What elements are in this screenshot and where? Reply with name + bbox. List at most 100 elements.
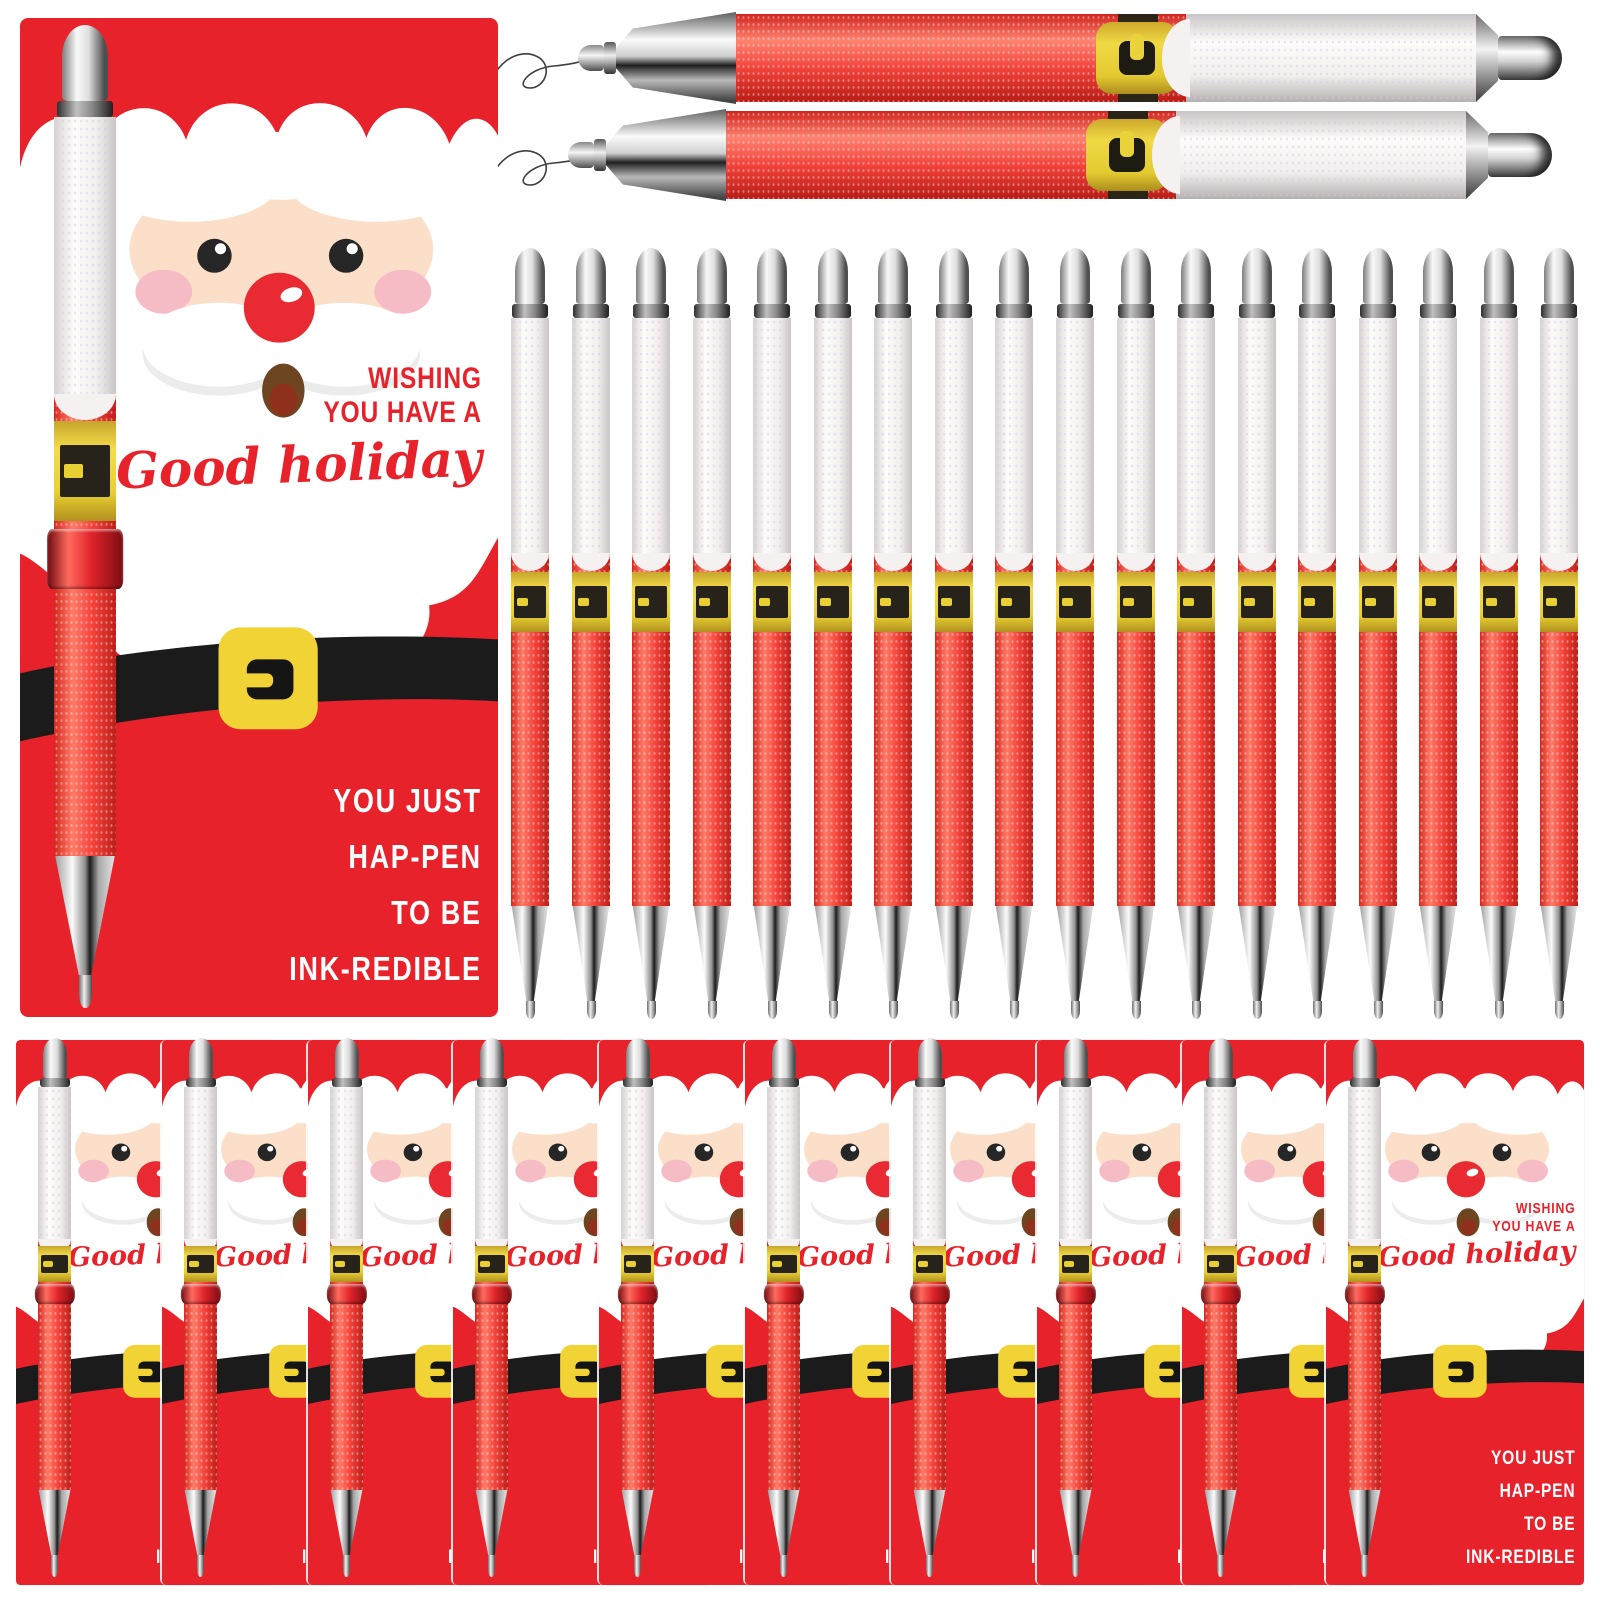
santa-card-art [20,18,498,1017]
pen-cone [1204,1490,1237,1555]
pen-cone [1056,906,1094,1001]
pen-belt-strap [1350,1254,1379,1274]
pen-cone [1238,906,1276,1001]
pen-cap [697,248,727,304]
santa-pen-on-card [763,1038,804,1577]
pen-cone [38,1490,71,1555]
pen-card-ring [909,1284,950,1304]
pen-cone [55,856,115,975]
pen-color-transition [1540,553,1578,571]
pen-cone [616,12,736,104]
pen-cone [1059,1490,1092,1555]
pen-red-barrel [1200,1239,1241,1490]
pen-collar [1541,304,1577,318]
santa-pen-upright [753,248,791,1019]
pen-belt-print [621,1246,654,1282]
santa-pen-upright [935,248,973,1019]
pen-collar [1349,1078,1380,1087]
pen-color-transition [1117,553,1155,571]
pen-tip [1191,1001,1201,1019]
pen-belt-print [913,1246,946,1282]
pen-cone [1117,906,1155,1001]
pen-card-ring [1344,1284,1385,1304]
pen-tip [1494,1001,1504,1019]
pen-red-barrel [935,553,973,906]
pen-cap [771,1038,796,1078]
pen-white-barrel [693,318,731,554]
pun-line4: INK-REDIBLE [289,950,482,987]
pen-cone [935,906,973,1001]
pen-red-barrel [1344,1239,1385,1490]
ink-squiggle-line [484,53,603,101]
pen-tip [1131,1001,1141,1019]
pen-cone [1348,1490,1381,1555]
pen-plunger-taper [1476,14,1498,102]
pen-belt-buckle-prong [699,597,711,607]
pen-tip [707,1001,717,1019]
pen-cone [814,906,852,1001]
pen-red-barrel [34,1239,75,1490]
pen-collar [875,304,911,318]
pen-collar [1205,1078,1236,1087]
pen-belt-strap [1061,1254,1090,1274]
pen-white-barrel [1056,318,1094,554]
pen-red-barrel [995,553,1033,906]
pen-belt-buckle-prong [1353,1261,1364,1267]
pen-belt-buckle-prong [63,464,83,478]
pen-belt-buckle-prong [1486,597,1498,607]
pen-cap [636,248,666,304]
santa-pen-on-card [617,1038,658,1577]
pen-white-barrel [1359,318,1397,554]
pen-cap [757,248,787,304]
pen-red-barrel [1117,553,1155,906]
pen-white-barrel [1540,318,1578,554]
pen-belt-print [874,572,912,632]
pen-white-barrel [54,117,116,395]
pen-cap [1352,1038,1377,1078]
santa-pen-on-card [47,25,123,1008]
santa-pen-horizontal [568,109,1552,201]
pen-red-barrel [726,111,1176,199]
santa-pen-on-card [909,1038,950,1577]
pen-belt-buckle-prong [1001,597,1013,607]
pun-line2: HAP-PEN [348,838,482,875]
pun-line4: INK-REDIBLE [1465,1547,1575,1568]
pen-cap [1181,248,1211,304]
pen-red-barrel [511,553,549,906]
santa-pen-upright [693,248,731,1019]
pen-cap [334,1038,359,1078]
wishing-line1: WISHING [368,362,482,395]
santa-pen-upright [814,248,852,1019]
pen-cone [753,906,791,1001]
ink-squiggle-line [484,150,603,198]
pen-belt-print [572,572,610,632]
pen-white-barrel [621,1087,654,1240]
pen-belt-print [330,1246,363,1282]
wishing-script-line: Good holiday [115,428,483,501]
pen-belt-buckle-prong [759,597,771,607]
pen-tip [1217,1555,1224,1577]
pen-color-transition [632,553,670,571]
pen-white-barrel [1480,318,1518,554]
pen-belt-print [1056,572,1094,632]
pen-cap [1302,248,1332,304]
pen-color-transition [753,553,791,571]
wishing-script-line: Good holiday [1377,1235,1577,1274]
pen-color-transition [1238,553,1276,571]
pen-tip [343,1555,350,1577]
pen-white-barrel [1204,1087,1237,1240]
pen-cone [621,1490,654,1555]
pen-plunger [1498,36,1562,80]
pen-belt-print [184,1246,217,1282]
pen-belt-print [767,1246,800,1282]
pen-belt-buckle-prong [189,1261,200,1267]
pen-collar [1118,304,1154,318]
pen-white-barrel [184,1087,217,1240]
pen-ferrule [604,42,616,74]
pen-belt-strap [186,1254,215,1274]
pen-collar [622,1078,653,1087]
pen-belt-buckle-prong [1183,597,1195,607]
pen-color-transition [572,553,610,571]
pen-ferrule [594,139,606,171]
pun-line2: HAP-PEN [1499,1481,1575,1502]
